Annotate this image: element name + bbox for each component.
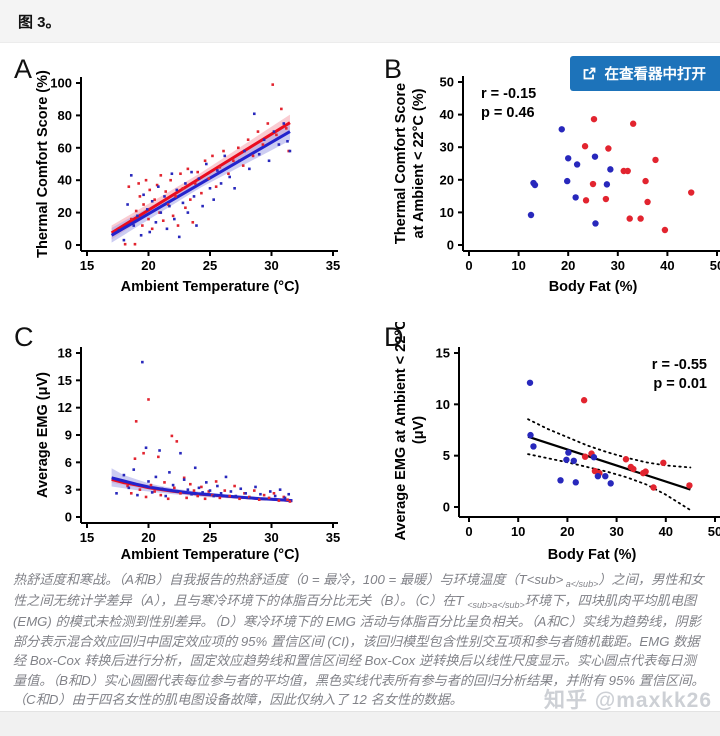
svg-text:50: 50 — [710, 258, 720, 273]
svg-text:20: 20 — [440, 172, 454, 187]
svg-text:p = 0.46: p = 0.46 — [481, 105, 535, 121]
figure-caption: 热舒适度和寒战。（A和B）自我报告的热舒适度（0 = 最冷，100 = 最暖）与… — [13, 572, 705, 708]
svg-text:30: 30 — [264, 530, 278, 545]
svg-text:(μV): (μV) — [411, 416, 427, 444]
svg-text:35: 35 — [326, 530, 340, 545]
svg-text:30: 30 — [440, 140, 454, 155]
svg-text:50: 50 — [708, 524, 720, 539]
svg-text:6: 6 — [65, 455, 72, 470]
svg-text:3: 3 — [65, 482, 72, 497]
panel-c-label: C — [14, 322, 34, 352]
svg-text:0: 0 — [65, 238, 72, 253]
svg-text:9: 9 — [65, 428, 72, 443]
svg-text:30: 30 — [609, 524, 623, 539]
panel-a-chart: 0 20 40 60 80 100 15 20 25 30 35 Ambient Temperatur… — [35, 70, 340, 295]
svg-text:at Ambient < 22°C (%): at Ambient < 22°C (%) — [411, 88, 427, 238]
header-bar: 图 3。 — [0, 0, 720, 43]
svg-text:0: 0 — [465, 524, 472, 539]
svg-text:35: 35 — [326, 258, 340, 273]
open-in-viewer-button[interactable]: 在查看器中打开 — [569, 56, 720, 91]
svg-text:Thermal Comfort Score: Thermal Comfort Score — [393, 83, 409, 244]
svg-text:5: 5 — [443, 448, 450, 463]
panel-d-chart: 0 5 10 15 0 10 20 30 40 50 Body Fat (%) Average EMG… — [393, 322, 720, 563]
svg-text:10: 10 — [511, 258, 525, 273]
svg-text:Average EMG at Ambient < 22°C: Average EMG at Ambient < 22°C — [393, 322, 409, 541]
svg-text:10: 10 — [440, 205, 454, 220]
svg-text:20: 20 — [141, 530, 155, 545]
panel-a: A 0 20 40 60 80 100 15 20 25 30 35 Ambient Temperat… — [8, 54, 360, 304]
svg-text:60: 60 — [58, 140, 72, 155]
svg-text:40: 40 — [660, 258, 674, 273]
svg-text:r = -0.15: r = -0.15 — [481, 86, 536, 102]
svg-text:12: 12 — [58, 400, 72, 415]
external-link-icon — [582, 66, 597, 81]
svg-text:40: 40 — [440, 107, 454, 122]
svg-text:20: 20 — [560, 524, 574, 539]
svg-text:80: 80 — [58, 108, 72, 123]
footer-strip — [0, 711, 720, 736]
svg-text:10: 10 — [511, 524, 525, 539]
svg-text:18: 18 — [58, 346, 72, 361]
panel-b-label: B — [384, 54, 403, 84]
svg-text:50: 50 — [440, 75, 454, 90]
svg-text:0: 0 — [65, 510, 72, 525]
svg-text:15: 15 — [80, 530, 94, 545]
svg-text:15: 15 — [58, 373, 72, 388]
svg-text:0: 0 — [443, 500, 450, 515]
panel-c-chart: 0 3 6 9 12 15 18 15 20 25 30 35 Ambient Temperature … — [35, 346, 340, 564]
svg-text:40: 40 — [659, 524, 673, 539]
svg-text:10: 10 — [436, 397, 450, 412]
svg-text:0: 0 — [447, 238, 454, 253]
svg-text:40: 40 — [58, 173, 72, 188]
svg-text:100: 100 — [50, 76, 72, 91]
svg-text:Body Fat (%): Body Fat (%) — [548, 547, 637, 563]
panel-a-label: A — [14, 54, 33, 84]
svg-text:15: 15 — [80, 258, 94, 273]
svg-text:Average EMG (μV): Average EMG (μV) — [35, 372, 51, 498]
svg-text:Body Fat (%): Body Fat (%) — [549, 279, 638, 295]
svg-text:30: 30 — [611, 258, 625, 273]
panel-c: C 0 3 6 9 12 15 18 15 20 25 30 35 Ambient Temperatur… — [8, 322, 360, 572]
svg-text:Ambient Temperature (°C): Ambient Temperature (°C) — [121, 547, 300, 563]
svg-text:20: 20 — [141, 258, 155, 273]
watermark: 知乎 @maxkk26 — [543, 689, 712, 712]
svg-text:20: 20 — [58, 205, 72, 220]
svg-text:25: 25 — [203, 258, 217, 273]
panel-b-chart: 0 10 20 30 40 50 0 10 20 30 40 50 Body Fat (%) Therma… — [393, 75, 720, 295]
svg-text:25: 25 — [203, 530, 217, 545]
svg-text:p = 0.01: p = 0.01 — [653, 376, 707, 392]
svg-text:20: 20 — [561, 258, 575, 273]
svg-text:30: 30 — [264, 258, 278, 273]
panel-b: B 0 10 20 30 40 50 0 10 20 30 40 50 Body Fat (%) Ther… — [378, 54, 720, 304]
panel-d-label: D — [384, 322, 404, 352]
figure-label: 图 3。 — [18, 13, 61, 31]
svg-text:Ambient Temperature (°C): Ambient Temperature (°C) — [121, 279, 300, 295]
svg-text:r = -0.55: r = -0.55 — [652, 357, 707, 373]
panel-d: D 0 5 10 15 0 10 20 30 40 50 Body Fat (%) Average E… — [378, 322, 720, 572]
open-in-viewer-label: 在查看器中打开 — [604, 67, 707, 83]
svg-text:Thermal Comfort Score (%): Thermal Comfort Score (%) — [35, 70, 51, 258]
svg-text:15: 15 — [436, 346, 450, 361]
svg-text:0: 0 — [465, 258, 472, 273]
